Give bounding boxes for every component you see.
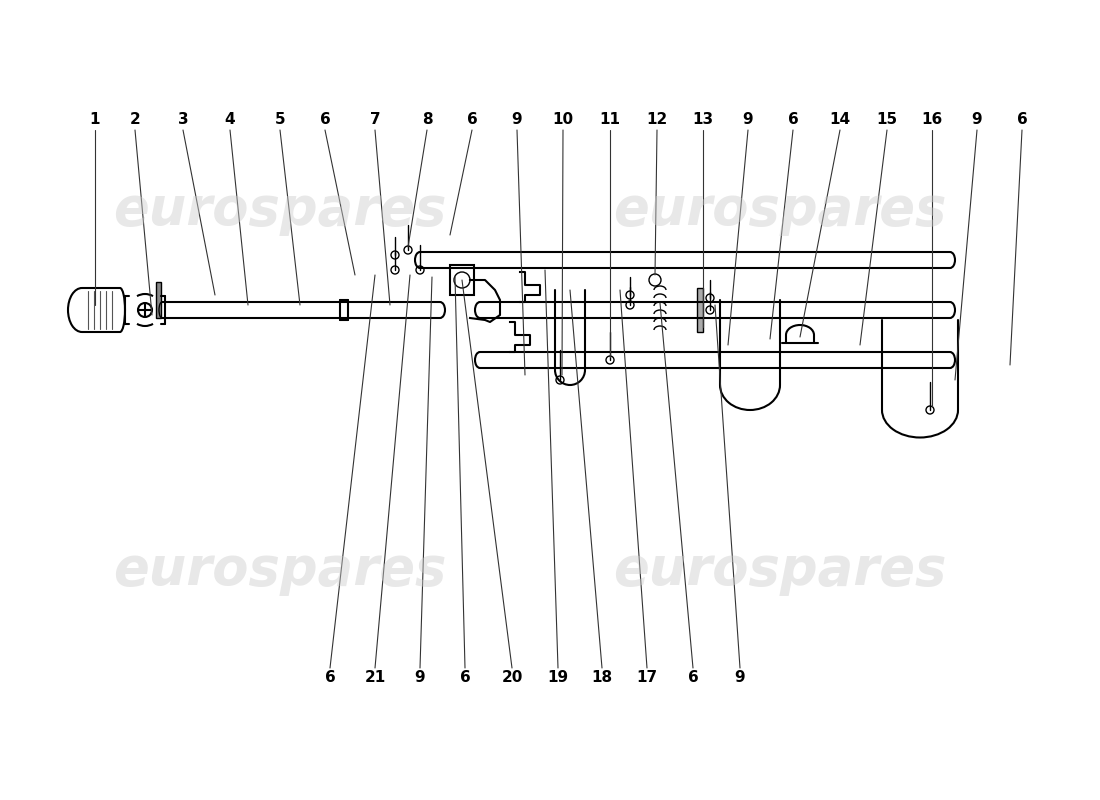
Text: 2: 2 xyxy=(130,113,141,127)
Text: 8: 8 xyxy=(421,113,432,127)
Text: 6: 6 xyxy=(320,113,330,127)
Bar xyxy=(697,288,703,332)
Text: 14: 14 xyxy=(829,113,850,127)
Text: eurospares: eurospares xyxy=(113,184,447,236)
Text: 5: 5 xyxy=(275,113,285,127)
Text: 4: 4 xyxy=(224,113,235,127)
Text: 15: 15 xyxy=(877,113,898,127)
Text: 6: 6 xyxy=(788,113,799,127)
Text: eurospares: eurospares xyxy=(614,184,947,236)
Text: 10: 10 xyxy=(552,113,573,127)
Text: 3: 3 xyxy=(178,113,188,127)
Text: 12: 12 xyxy=(647,113,668,127)
Text: 9: 9 xyxy=(742,113,754,127)
Text: 20: 20 xyxy=(502,670,522,686)
Text: 18: 18 xyxy=(592,670,613,686)
Text: 6: 6 xyxy=(466,113,477,127)
Text: 9: 9 xyxy=(735,670,746,686)
Text: 6: 6 xyxy=(324,670,336,686)
Text: 6: 6 xyxy=(1016,113,1027,127)
Bar xyxy=(450,265,474,295)
Text: 6: 6 xyxy=(460,670,471,686)
Text: 21: 21 xyxy=(364,670,386,686)
Text: 19: 19 xyxy=(548,670,569,686)
Text: 9: 9 xyxy=(415,670,426,686)
Text: 16: 16 xyxy=(922,113,943,127)
Text: 9: 9 xyxy=(971,113,982,127)
Text: 6: 6 xyxy=(688,670,698,686)
Text: eurospares: eurospares xyxy=(113,544,447,596)
Text: 11: 11 xyxy=(600,113,620,127)
Text: 9: 9 xyxy=(512,113,522,127)
Bar xyxy=(156,282,161,318)
Text: 13: 13 xyxy=(692,113,714,127)
Text: 1: 1 xyxy=(90,113,100,127)
Text: 17: 17 xyxy=(637,670,658,686)
Text: 7: 7 xyxy=(370,113,381,127)
Text: eurospares: eurospares xyxy=(614,544,947,596)
